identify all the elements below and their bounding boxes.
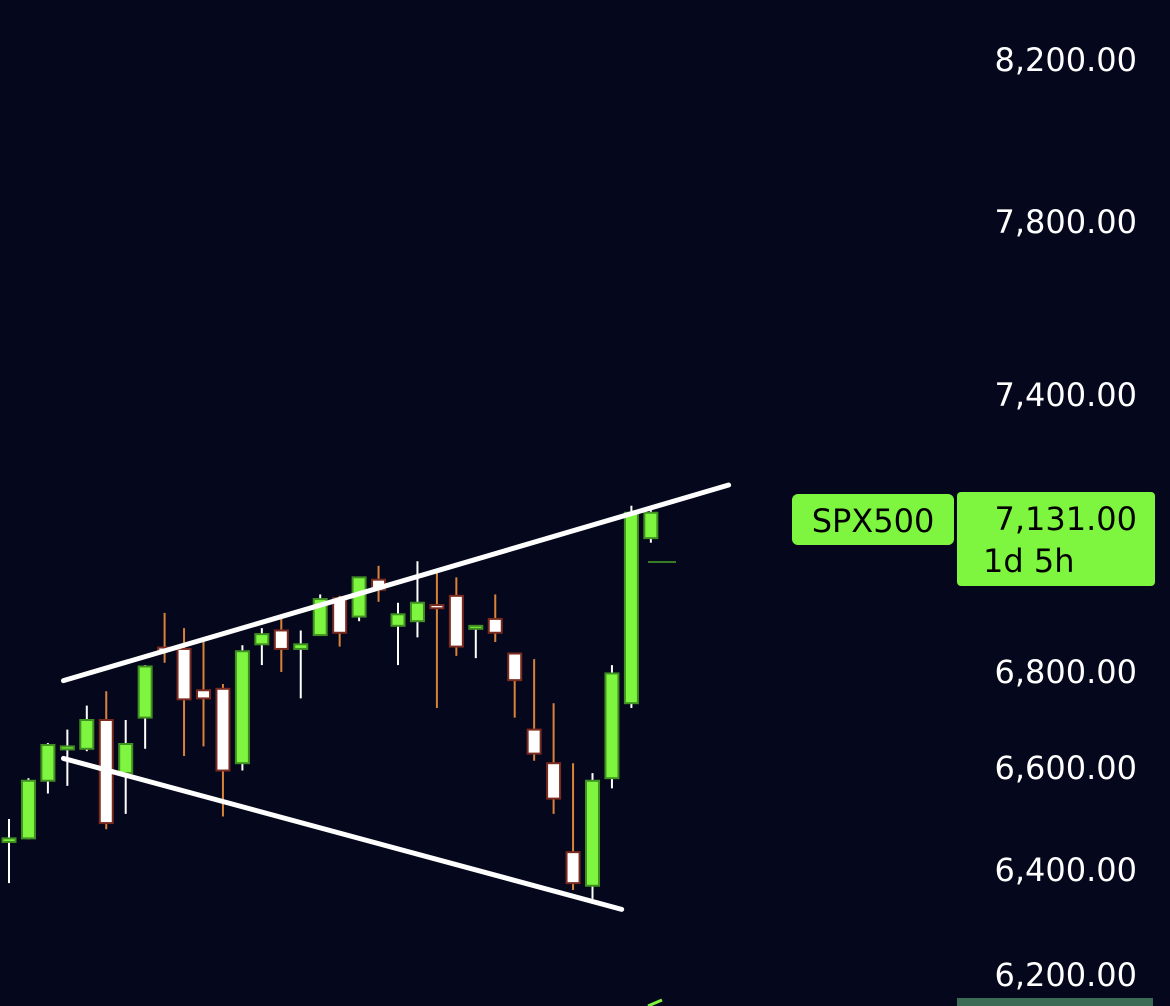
candle-body	[409, 601, 425, 623]
symbol-text: SPX500	[812, 502, 935, 540]
candle	[526, 659, 542, 761]
candle	[448, 577, 464, 656]
price-axis: 8,200.00 7,800.00 7,400.00 6,800.00 6,600.00…	[995, 41, 1138, 994]
y-tick-label: 6,600.00	[995, 749, 1138, 787]
candle-body	[565, 851, 581, 885]
candle	[1, 819, 17, 884]
candle-body	[546, 762, 562, 800]
candle	[293, 630, 309, 699]
symbol-label-box	[792, 494, 954, 545]
candle-body	[254, 633, 270, 646]
candle	[118, 720, 134, 814]
y-tick-label: 8,200.00	[995, 41, 1138, 79]
candle	[312, 594, 328, 637]
candle	[390, 602, 406, 666]
y-tick-label: 6,800.00	[995, 653, 1138, 691]
candle-body	[273, 629, 289, 650]
candle-body	[137, 665, 153, 719]
countdown-text: 1d 5h	[983, 542, 1074, 580]
candle	[643, 505, 659, 543]
candle-body	[1, 837, 17, 843]
bottom-arrow-edge	[647, 998, 663, 1006]
candle	[604, 665, 620, 789]
candle-body	[79, 719, 95, 750]
candle-body	[429, 604, 445, 610]
bottom-price-label-edge	[957, 998, 1153, 1006]
candle	[176, 628, 192, 756]
candle-body	[623, 511, 639, 705]
candle	[409, 561, 425, 638]
candle-body	[40, 743, 56, 782]
price-label-box	[957, 492, 1155, 586]
candle-body	[604, 672, 620, 780]
candle-body	[234, 650, 250, 765]
candle	[546, 703, 562, 814]
candle	[429, 569, 445, 708]
candle	[351, 576, 367, 622]
candle-body	[585, 779, 600, 887]
candle	[585, 773, 600, 899]
candle-body	[487, 617, 503, 634]
candle	[468, 624, 484, 659]
candle-body	[20, 779, 36, 840]
candle	[79, 705, 95, 752]
lower-channel-line	[60, 755, 625, 912]
y-tick-label: 6,200.00	[995, 956, 1138, 994]
candle	[487, 594, 503, 642]
candle	[507, 652, 523, 718]
candle-body	[59, 745, 75, 751]
candle	[254, 628, 270, 666]
candle-body	[448, 594, 464, 648]
candle	[196, 641, 211, 747]
candle	[40, 743, 56, 794]
trendlines-group	[60, 482, 732, 912]
candle	[623, 505, 639, 708]
candle-body	[643, 511, 659, 540]
candle	[273, 618, 289, 672]
candle-body	[526, 728, 542, 755]
price-label: 7,131.00 1d 5h	[957, 492, 1155, 586]
candle	[137, 665, 153, 749]
candle	[20, 778, 36, 840]
candle	[332, 595, 348, 647]
candle-body	[390, 613, 406, 627]
candle-body	[215, 687, 231, 772]
symbol-label: SPX500	[792, 494, 954, 545]
last-price-text: 7,131.00	[995, 500, 1138, 538]
candle	[234, 645, 250, 771]
candle-body	[118, 743, 134, 775]
upper-channel-line	[60, 482, 732, 684]
y-tick-label: 6,400.00	[995, 851, 1138, 889]
candle-body	[468, 624, 484, 630]
candle-body	[293, 643, 309, 650]
candle	[215, 684, 231, 817]
candle	[565, 763, 581, 890]
y-tick-label: 7,400.00	[995, 376, 1138, 414]
candle-body	[507, 652, 523, 682]
candle-body	[176, 647, 192, 701]
candle-body	[196, 689, 211, 700]
y-tick-label: 7,800.00	[995, 203, 1138, 241]
candles-group	[1, 505, 659, 899]
